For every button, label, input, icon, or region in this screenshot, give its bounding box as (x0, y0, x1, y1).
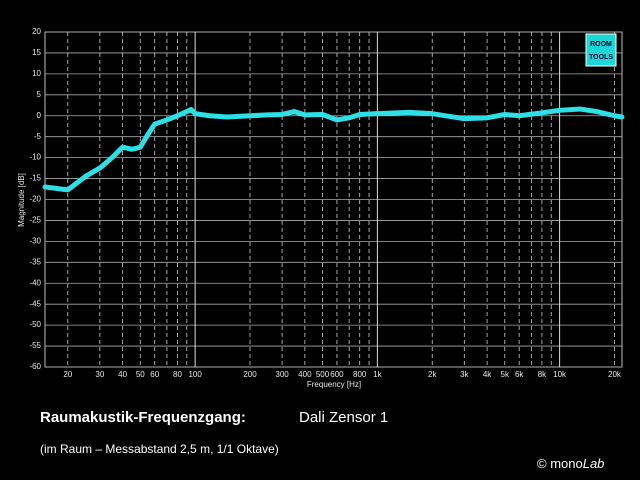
x-tick-label: 5k (501, 370, 510, 379)
x-tick-label: 2k (428, 370, 437, 379)
x-tick-label: 40 (118, 370, 127, 379)
y-tick-label: 0 (37, 111, 42, 120)
x-tick-label: 20k (608, 370, 622, 379)
logo-text: TOOLS (589, 54, 613, 61)
caption-note: (im Raum – Messabstand 2,5 m, 1/1 Oktave… (40, 442, 279, 456)
x-tick-label: 100 (188, 370, 202, 379)
x-tick-label: 800 (353, 370, 367, 379)
series-line (42, 106, 625, 193)
x-tick-label: 6k (515, 370, 524, 379)
y-tick-label: -5 (34, 132, 42, 141)
caption-heading: Raumakustik-Frequenzgang: (40, 409, 246, 426)
x-tick-label: 300 (275, 370, 289, 379)
x-tick-label: 1k (373, 370, 382, 379)
plot: 20151050-5-10-15-20-25-30-35-40-45-50-55… (29, 27, 625, 379)
x-tick-label: 10k (553, 370, 567, 379)
x-tick-label: 500 (316, 370, 330, 379)
x-axis-label: Frequency [Hz] (307, 380, 361, 389)
x-tick-label: 30 (95, 370, 104, 379)
x-tick-label: 4k (483, 370, 492, 379)
y-tick-label: -60 (29, 362, 41, 371)
y-tick-label: -25 (29, 216, 41, 225)
x-tick-label: 600 (330, 370, 344, 379)
y-tick-label: -20 (29, 195, 41, 204)
y-tick-label: -10 (29, 153, 41, 162)
logo-box (585, 33, 617, 67)
y-axis-label: Magnitude [dB] (17, 173, 26, 227)
x-tick-label: 400 (298, 370, 312, 379)
credit-suffix: Lab (583, 456, 605, 471)
caption-model: Dali Zensor 1 (299, 409, 388, 426)
y-tick-label: -35 (29, 257, 41, 266)
x-tick-label: 50 (136, 370, 145, 379)
x-tick-label: 60 (150, 370, 159, 379)
x-tick-label: 200 (243, 370, 257, 379)
y-tick-label: -30 (29, 236, 41, 245)
y-tick-label: -15 (29, 174, 41, 183)
x-tick-label: 3k (460, 370, 469, 379)
y-tick-label: 20 (32, 27, 41, 36)
x-tick-label: 80 (173, 370, 182, 379)
logo-text: ROOM (590, 41, 612, 48)
x-tick-label: 20 (63, 370, 72, 379)
y-tick-label: 5 (37, 90, 42, 99)
y-tick-label: -45 (29, 299, 41, 308)
y-tick-label: -55 (29, 341, 41, 350)
y-tick-label: 15 (32, 48, 41, 57)
x-tick-label: 8k (538, 370, 547, 379)
y-tick-label: -40 (29, 278, 41, 287)
y-tick-label: -50 (29, 320, 41, 329)
y-tick-label: 10 (32, 69, 41, 78)
credit-prefix: © mono (537, 456, 583, 471)
credit: © monoLab (537, 456, 604, 471)
